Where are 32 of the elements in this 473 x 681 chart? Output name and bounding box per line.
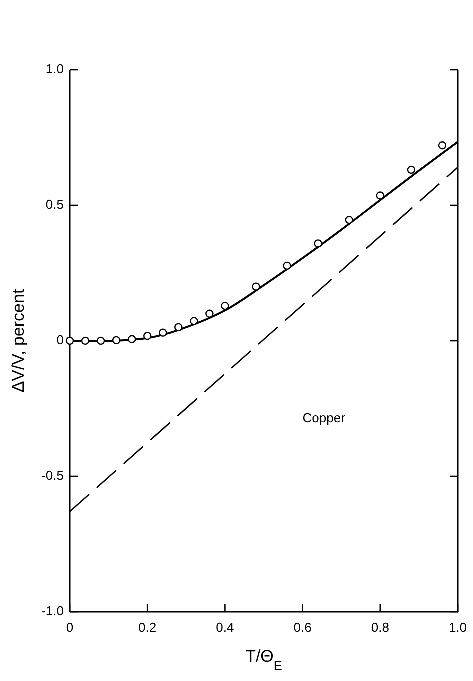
x-axis-title: T/Θ$_{E}$ <box>246 647 282 672</box>
y-tick-label: -0.5 <box>42 468 64 483</box>
x-tick-label: 0 <box>66 620 74 635</box>
y-tick-label: 0 <box>56 332 64 348</box>
point <box>206 310 214 318</box>
point <box>190 317 198 326</box>
point <box>407 166 416 174</box>
annotation: Copper <box>302 410 346 426</box>
point <box>376 192 384 200</box>
x-tick-label: 0.8 <box>371 620 390 635</box>
point <box>221 302 230 310</box>
point <box>96 336 106 346</box>
point <box>159 328 168 337</box>
x-tick-label: 0.2 <box>138 620 157 635</box>
x-tick-label: 0.6 <box>294 620 312 635</box>
point <box>345 216 354 224</box>
point <box>314 240 322 248</box>
point <box>128 335 136 344</box>
x-tick-label: 0.4 <box>216 620 234 635</box>
y-tick-label: -1.0 <box>42 603 64 618</box>
point <box>252 282 260 291</box>
y-tick-label: 0.5 <box>46 196 64 212</box>
x-tick-label: 1.0 <box>448 620 468 635</box>
point <box>66 336 74 346</box>
point <box>438 142 447 150</box>
point <box>112 336 121 345</box>
point <box>81 336 90 346</box>
point <box>174 323 183 332</box>
y-axis-title: ΔV/V, percent <box>9 289 28 393</box>
y-tick-label: 1.0 <box>46 61 64 76</box>
point <box>144 332 152 340</box>
point <box>283 262 292 270</box>
